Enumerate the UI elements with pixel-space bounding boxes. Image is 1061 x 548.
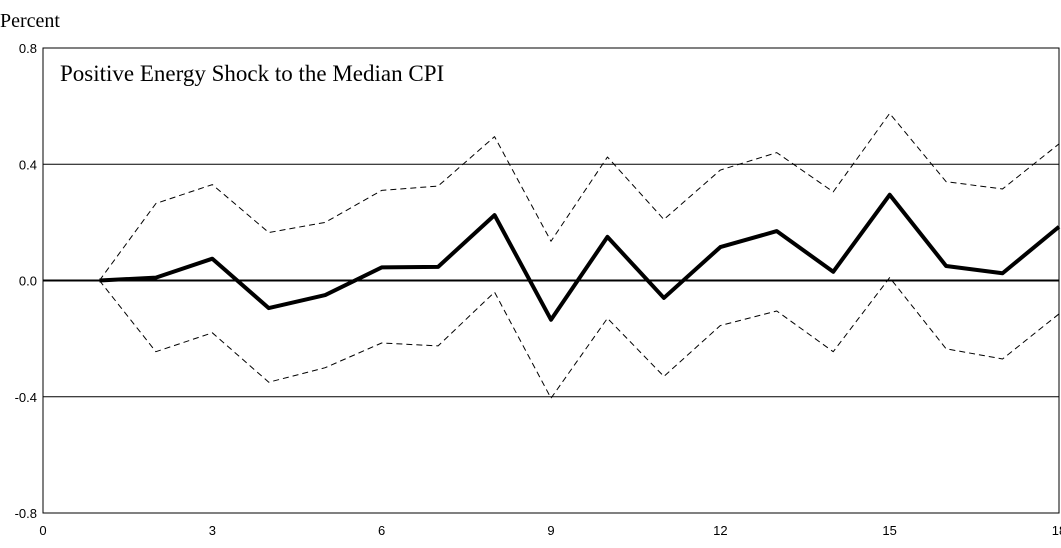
series-line-response [99, 192, 1061, 322]
y-tick-label: 0.4 [19, 157, 37, 172]
x-tick-label: 18 [1052, 523, 1061, 538]
x-tick-label: 3 [209, 523, 216, 538]
x-tick-label: 6 [378, 523, 385, 538]
series-line-lower-band [99, 277, 1060, 399]
x-tick-label: 12 [713, 523, 727, 538]
y-tick-labels: 0.8 0.4 0.0 -0.4 -0.8 [15, 41, 37, 521]
x-tick-labels: 0 3 6 9 12 15 18 [39, 523, 1061, 538]
series-line-upper-band [99, 112, 1060, 281]
x-tick-label: 0 [39, 523, 46, 538]
y-tick-label: -0.8 [15, 506, 37, 521]
x-tick-label: 15 [882, 523, 896, 538]
y-axis-label: Percent [0, 10, 60, 32]
chart-title: Positive Energy Shock to the Median CPI [60, 61, 444, 86]
y-tick-label: 0.8 [19, 41, 37, 56]
y-tick-label: -0.4 [15, 390, 37, 405]
y-tick-label: 0.0 [19, 274, 37, 289]
gridlines [43, 163, 1059, 398]
series-group [99, 112, 1061, 399]
x-tick-label: 9 [547, 523, 554, 538]
